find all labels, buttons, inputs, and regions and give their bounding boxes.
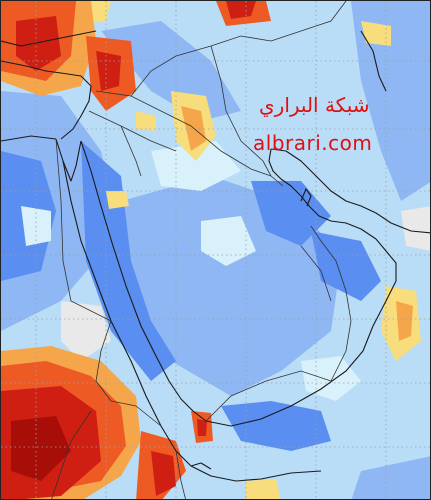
watermark-arabic: شبكة البراري [259,93,370,117]
coastlines [1,30,430,482]
watermark-site: albrari.com [253,131,373,155]
borders [51,1,352,499]
neutral-areas [21,141,430,401]
hot-anomaly-top [1,1,271,111]
